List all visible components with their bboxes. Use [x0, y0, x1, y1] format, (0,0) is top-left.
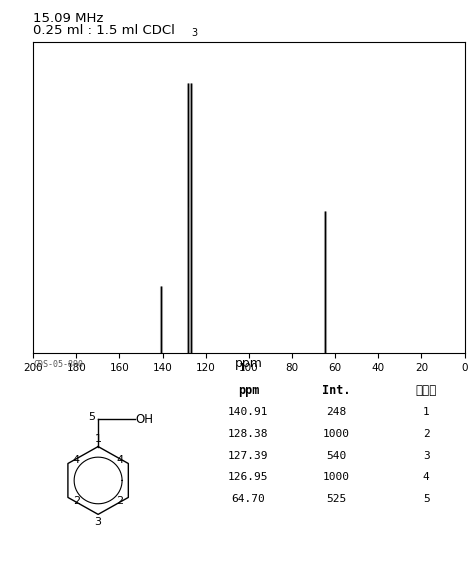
Text: 5: 5: [423, 494, 429, 504]
Text: 标记碳: 标记碳: [416, 384, 437, 397]
Text: 15.09 MHz: 15.09 MHz: [33, 12, 103, 25]
Text: 3: 3: [191, 28, 198, 38]
Text: 3: 3: [423, 450, 429, 461]
Text: 4: 4: [423, 472, 429, 482]
Text: 248: 248: [326, 407, 346, 417]
Text: 64.70: 64.70: [231, 494, 265, 504]
Text: 4: 4: [117, 455, 124, 465]
Text: Int.: Int.: [322, 384, 350, 397]
Text: ppm: ppm: [235, 357, 263, 370]
Text: 140.91: 140.91: [228, 407, 269, 417]
Text: 525: 525: [326, 494, 346, 504]
Text: 2: 2: [73, 496, 80, 506]
Text: 128.38: 128.38: [228, 429, 269, 439]
Text: 0.25 ml : 1.5 ml CDCl: 0.25 ml : 1.5 ml CDCl: [33, 24, 175, 36]
Text: 1: 1: [423, 407, 429, 417]
Text: 1000: 1000: [322, 472, 349, 482]
Text: 4: 4: [73, 455, 80, 465]
Text: 1: 1: [95, 434, 101, 444]
Text: 540: 540: [326, 450, 346, 461]
Text: 2: 2: [117, 496, 124, 506]
Text: 1000: 1000: [322, 429, 349, 439]
Text: 126.95: 126.95: [228, 472, 269, 482]
Text: 5: 5: [89, 412, 96, 422]
Text: 3: 3: [95, 517, 101, 527]
Text: 2: 2: [423, 429, 429, 439]
Text: CDS-05-890: CDS-05-890: [33, 361, 83, 370]
Text: 127.39: 127.39: [228, 450, 269, 461]
Text: ppm: ppm: [237, 384, 259, 397]
Text: OH: OH: [136, 412, 154, 425]
